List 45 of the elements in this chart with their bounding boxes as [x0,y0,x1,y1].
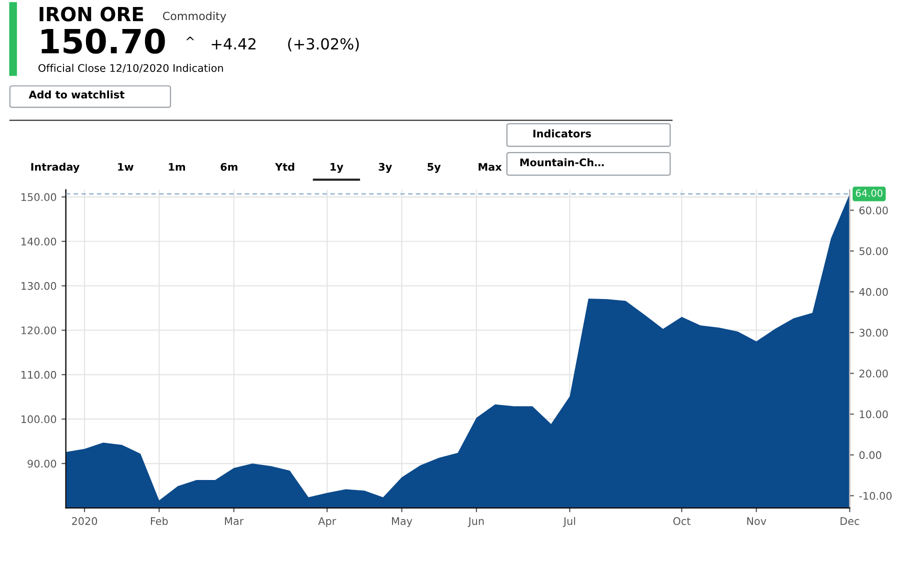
text: (+3.02%) [288,38,359,52]
text: Ytd [274,162,294,171]
y-tick-label: 150.00 [22,193,56,202]
x-tick-label: 2020 [72,517,98,526]
text: 1m [168,163,186,171]
text: 150.70 [42,28,165,54]
chart-subtitle: Commodity [162,12,226,22]
x-tick-label: Nov [747,517,766,526]
text: 1y [330,163,344,173]
y2-tick-label: 10.00 [860,410,888,418]
x-tick-label: Dec [840,517,860,526]
text: Official Close 12/10/2020 Indication [38,64,223,73]
text: +4.42 [212,38,256,50]
text: ^ [186,36,194,40]
text: 3y [378,162,392,173]
x-tick-label: Oct [673,517,690,526]
y-tick-label: 100.00 [22,415,56,424]
text: 1w [118,163,134,171]
y2-tick-label: 60.00 [859,206,888,214]
x-tick-label: May [392,517,412,528]
chart-title: IRON ORE [40,6,144,22]
x-tick-label: Jun [468,517,484,527]
x-tick-label: Feb [150,516,168,526]
x-tick-label: Mar [225,517,244,526]
y-tick-label: 110.00 [22,370,56,379]
x-tick-label: Apr [318,517,336,528]
y-tick-label: 130.00 [22,282,56,290]
text: 6m [220,162,238,171]
text: Intraday [31,162,80,173]
text: Max [478,163,502,171]
y2-tick-label: -10.00 [859,492,892,500]
ref-line-label: 64.00 [856,189,882,197]
y2-tick-label: 20.00 [859,370,888,378]
y-tick-label: 90.00 [28,460,56,468]
y2-tick-label: 30.00 [860,328,888,337]
y-tick-label: 120.00 [22,326,56,334]
x-tick-label: Jul [562,516,576,527]
y2-tick-label: 0.00 [859,451,882,460]
text: Indicators [533,129,591,138]
text: Add to watchlist [28,90,124,99]
text: 5y [428,163,441,173]
text: Mountain-Ch… [520,158,604,166]
y-tick-label: 140.00 [22,238,56,246]
y2-tick-label: 50.00 [860,247,888,256]
y2-tick-label: 40.00 [859,288,888,296]
